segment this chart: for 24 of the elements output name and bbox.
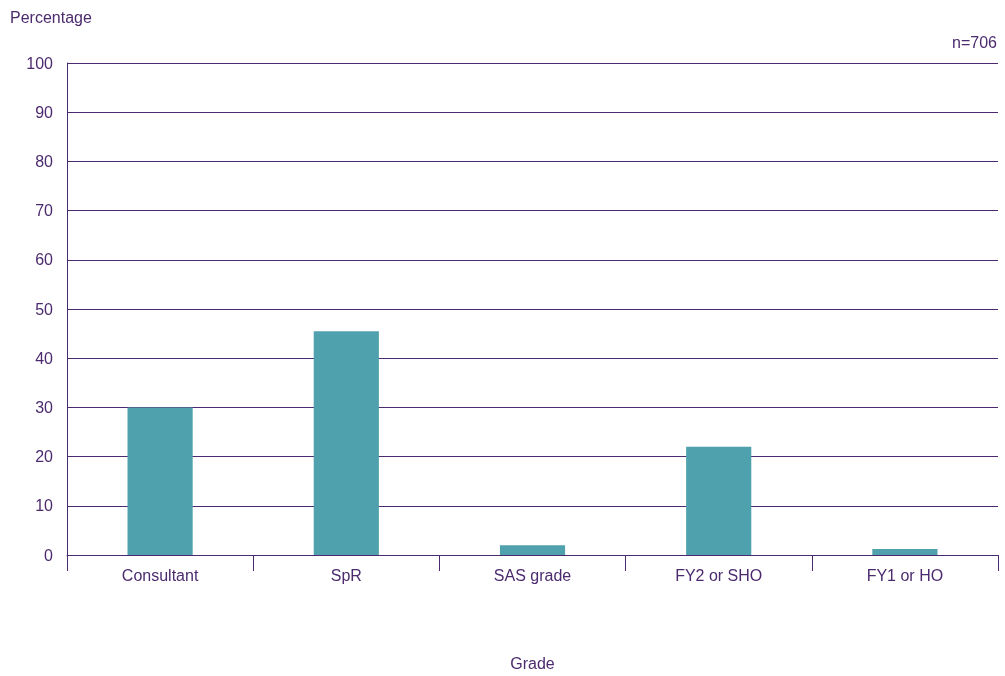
bar	[313, 331, 379, 555]
x-tick-label: Consultant	[121, 566, 199, 584]
bar	[872, 549, 938, 555]
x-axis-title: Grade	[510, 654, 555, 672]
y-tick-label: 30	[35, 398, 54, 416]
y-axis-title: Percentage	[10, 8, 92, 26]
y-tick-label: 0	[44, 546, 54, 564]
bar	[127, 407, 193, 555]
y-tick-label: 20	[35, 448, 54, 466]
x-tick-label: FY2 or SHO	[675, 566, 763, 584]
y-tick-label: 80	[35, 152, 54, 170]
x-tick-label: SpR	[330, 566, 362, 584]
bar	[499, 545, 566, 555]
text: n=706	[952, 33, 998, 51]
x-tick-label: SAS grade	[493, 566, 572, 584]
bar	[686, 446, 752, 555]
y-tick-label: 10	[35, 497, 54, 515]
y-tick-label: 50	[35, 300, 54, 318]
y-tick-label: 100	[26, 54, 54, 72]
y-tick-label: 70	[35, 202, 54, 220]
x-tick-label: FY1 or HO	[866, 566, 944, 584]
y-tick-label: 90	[35, 103, 54, 121]
y-tick-label: 60	[35, 251, 54, 269]
y-tick-label: 40	[35, 349, 54, 367]
